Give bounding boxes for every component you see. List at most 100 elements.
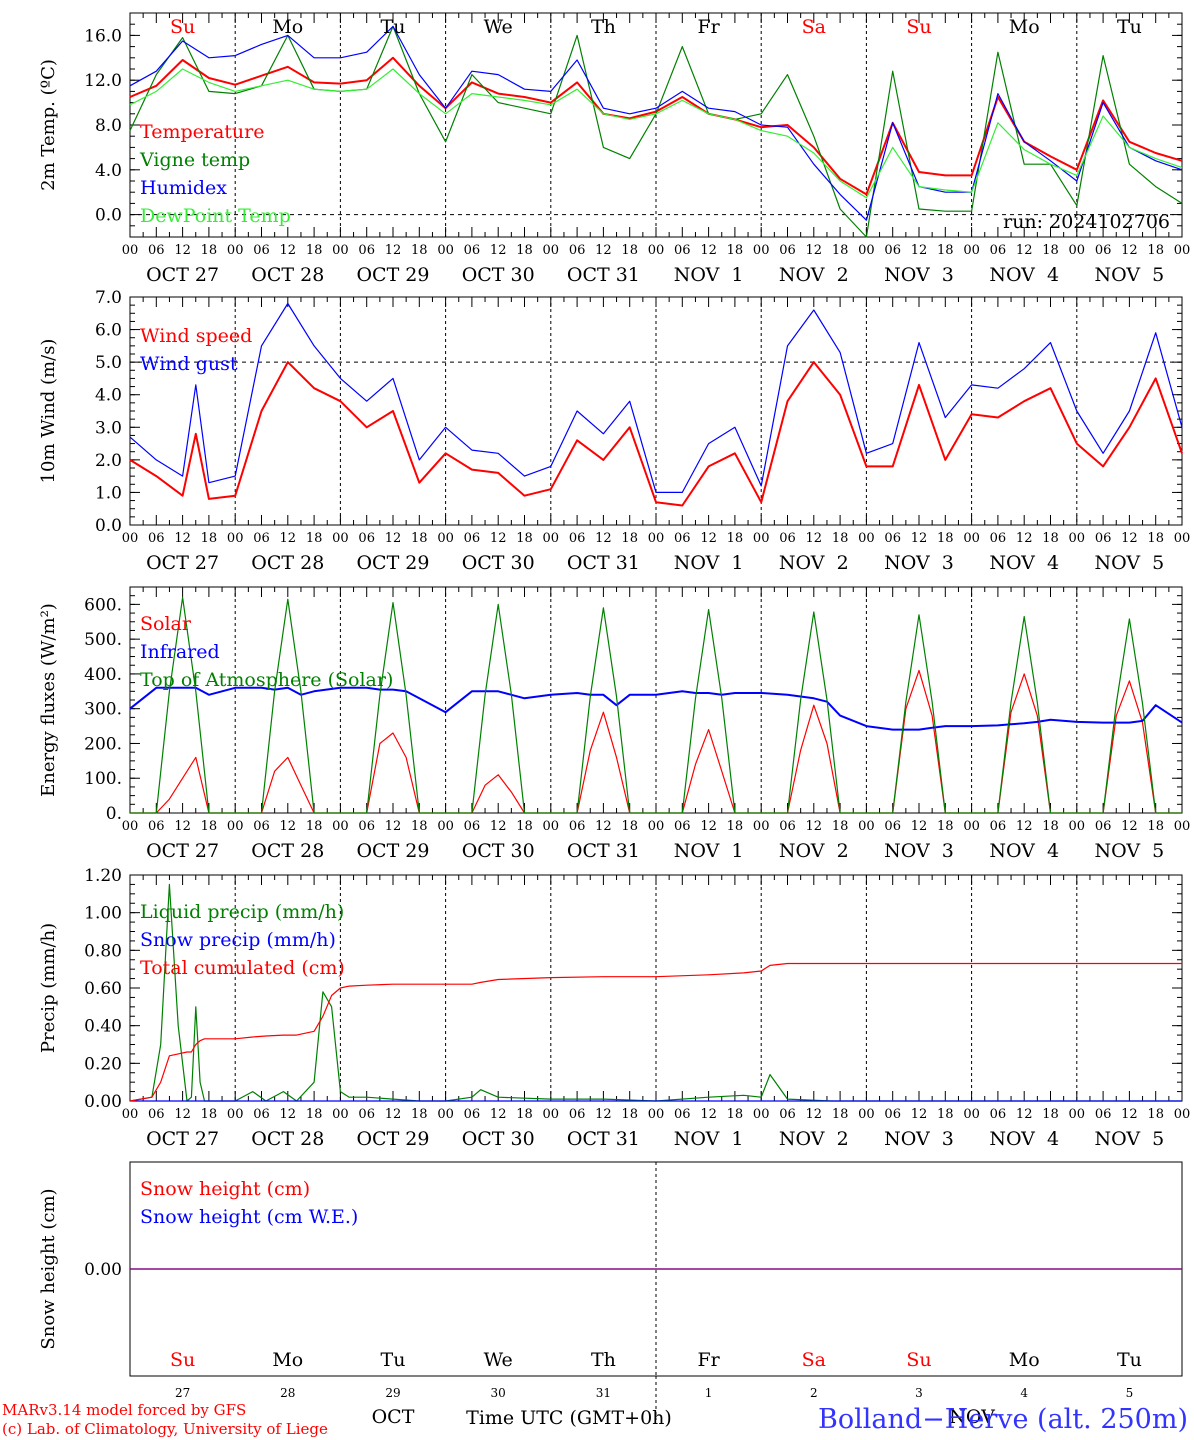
- hour-label: 18: [411, 531, 428, 546]
- y-tick-label: 4.0: [95, 386, 122, 406]
- hour-label: 12: [911, 531, 928, 546]
- date-label: OCT 29: [356, 840, 429, 862]
- date-label: NOV 3: [884, 264, 954, 286]
- y-tick-label: 400.: [84, 665, 122, 685]
- date-label: NOV 4: [989, 1128, 1059, 1150]
- hour-label: 12: [280, 531, 297, 546]
- y-tick-label: 600.: [84, 595, 122, 615]
- legend-entry: Snow precip (mm/h): [140, 929, 336, 951]
- y-tick-label: 2.0: [95, 451, 122, 471]
- weekday-label: Sa: [802, 16, 826, 38]
- date-label: OCT 31: [567, 264, 640, 286]
- date-label: NOV 2: [779, 1128, 849, 1150]
- hour-label: 18: [1042, 243, 1059, 258]
- hour-label: 12: [174, 819, 191, 834]
- day-number: 3: [915, 1386, 923, 1400]
- date-label: NOV 3: [884, 552, 954, 574]
- hour-label: 00: [648, 531, 665, 546]
- hour-label: 18: [516, 819, 533, 834]
- hour-label: 00: [1174, 819, 1191, 834]
- series-line-wind-1: [129, 302, 1183, 493]
- date-label: OCT 27: [146, 1128, 219, 1150]
- weekday-label: Fr: [697, 16, 720, 38]
- hour-label: 18: [727, 1107, 744, 1122]
- hour-label: 06: [358, 531, 375, 546]
- hour-label: 18: [1042, 819, 1059, 834]
- hour-label: 18: [832, 243, 849, 258]
- hour-label: 12: [806, 531, 823, 546]
- date-label: NOV 2: [779, 264, 849, 286]
- hour-label: 00: [858, 531, 875, 546]
- hour-label: 00: [648, 819, 665, 834]
- day-number: 2: [810, 1386, 818, 1400]
- series-line-energy-2: [130, 596, 1182, 814]
- y-tick-label: 100.: [84, 769, 122, 789]
- hour-label: 12: [1016, 1107, 1033, 1122]
- date-label: OCT 31: [567, 840, 640, 862]
- hour-label: 12: [806, 1107, 823, 1122]
- panel-snow: 0.00 Snow height (cm) Snow height (cm) Snow…: [38, 1161, 1183, 1420]
- date-label: OCT 29: [356, 552, 429, 574]
- hour-label: 06: [779, 243, 796, 258]
- hour-label: 18: [306, 1107, 323, 1122]
- y-axis-label: 10m Wind (m/s): [38, 339, 59, 484]
- hour-label: 18: [621, 243, 638, 258]
- hour-label: 06: [569, 531, 586, 546]
- legend-entry: Snow height (cm): [140, 1178, 310, 1200]
- hour-label: 00: [437, 819, 454, 834]
- hour-label: 12: [700, 819, 717, 834]
- hour-label: 06: [990, 531, 1007, 546]
- month-label-right: NOV: [949, 1406, 995, 1428]
- panel-precip: 0.00 0.20 0.40 0.60 0.80 1.00 1.20 Precip (mm/h…: [38, 866, 1190, 1150]
- weekday-label: We: [484, 16, 513, 38]
- y-tick-label: 1.20: [84, 866, 122, 886]
- day-number: 31: [596, 1386, 611, 1400]
- y-tick-label: 5.0: [95, 353, 122, 373]
- hour-label: 06: [358, 819, 375, 834]
- credits-line-2: (c) Lab. of Climatology, University of L…: [2, 1420, 328, 1438]
- hour-label: 12: [1016, 819, 1033, 834]
- hour-label: 06: [884, 819, 901, 834]
- hour-label: 18: [411, 1107, 428, 1122]
- hour-label: 06: [1095, 1107, 1112, 1122]
- date-label: NOV 1: [674, 1128, 744, 1150]
- hour-label: 06: [358, 1107, 375, 1122]
- hour-label: 18: [306, 819, 323, 834]
- legend-entry: Top of Atmosphere (Solar): [140, 669, 393, 691]
- hour-label: 18: [621, 531, 638, 546]
- y-tick-label: 0.00: [84, 1260, 122, 1280]
- date-label: NOV 4: [989, 840, 1059, 862]
- date-label: OCT 30: [462, 264, 535, 286]
- hour-label: 00: [332, 819, 349, 834]
- hour-label: 12: [595, 243, 612, 258]
- y-tick-label: 0.0: [95, 516, 122, 536]
- hour-label: 12: [1121, 243, 1138, 258]
- date-label: OCT 27: [146, 840, 219, 862]
- hour-label: 18: [516, 243, 533, 258]
- hour-label: 00: [1069, 531, 1086, 546]
- date-label: OCT 28: [251, 264, 324, 286]
- weekday-label: Su: [170, 1349, 195, 1371]
- hour-label: 00: [753, 1107, 770, 1122]
- hour-label: 06: [464, 819, 481, 834]
- date-label: NOV 5: [1095, 840, 1165, 862]
- series-line-temp-2: [129, 25, 1183, 221]
- day-number: 1: [705, 1386, 713, 1400]
- legend-entry: Liquid precip (mm/h): [140, 901, 344, 923]
- weekday-label: Mo: [272, 1349, 303, 1371]
- hour-label: 06: [569, 243, 586, 258]
- hour-label: 18: [1147, 819, 1164, 834]
- hour-label: 00: [543, 531, 560, 546]
- hour-label: 00: [437, 1107, 454, 1122]
- hour-label: 06: [884, 531, 901, 546]
- day-number: 5: [1126, 1386, 1134, 1400]
- weekday-label: Tu: [1117, 1349, 1142, 1371]
- hour-label: 06: [884, 1107, 901, 1122]
- legend-entry: Total cumulated (cm): [140, 957, 345, 979]
- hour-label: 00: [1069, 243, 1086, 258]
- hour-label: 18: [727, 531, 744, 546]
- series-line-temp-0: [129, 56, 1183, 196]
- hour-label: 12: [280, 243, 297, 258]
- hour-label: 18: [937, 531, 954, 546]
- hour-label: 12: [911, 1107, 928, 1122]
